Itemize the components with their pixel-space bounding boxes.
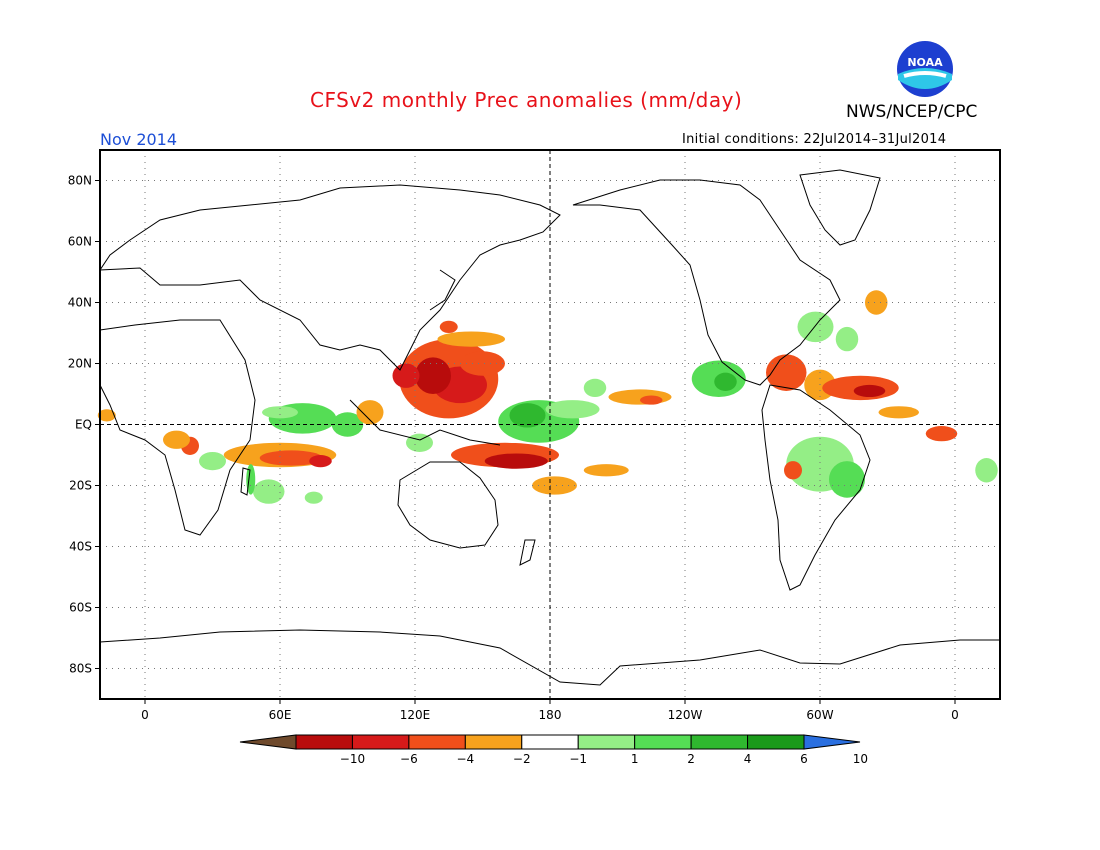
valid-month: Nov 2014	[100, 130, 178, 149]
anomaly-patch-45	[975, 458, 998, 483]
colorbar-swatch	[351, 734, 410, 750]
anomaly-patch-15	[415, 357, 451, 395]
colorbar-label: −1	[569, 752, 587, 766]
lat-tick-label: 60S	[69, 601, 92, 615]
colorbar-label: −4	[456, 752, 474, 766]
colorbar-label: 6	[800, 752, 808, 766]
anomaly-patch-43	[784, 461, 802, 480]
coast-madagascar	[240, 467, 251, 496]
lon-tick-label: 0	[141, 708, 149, 722]
colorbar-swatch	[521, 734, 579, 750]
lat-tick-label: 60N	[68, 235, 92, 249]
lat-tick-label: 80S	[69, 662, 92, 676]
anomaly-patch-37	[878, 406, 919, 419]
anomaly-patch-23	[583, 378, 607, 398]
lat-tick-label: 20N	[68, 357, 92, 371]
colorbar-swatch	[634, 734, 692, 750]
anomaly-patch-19	[460, 351, 505, 376]
colorbar-high-arrow	[803, 734, 861, 750]
anomaly-patch-5	[309, 455, 332, 468]
anomaly-patch-32	[714, 372, 737, 391]
colorbar-label: −10	[340, 752, 365, 766]
lon-tick-label: 60E	[269, 708, 292, 722]
coast-indonesia	[349, 399, 501, 446]
lon-tick-label: 120E	[400, 708, 431, 722]
anomaly-patch-25	[484, 453, 548, 469]
colorbar-label: −2	[513, 752, 531, 766]
lat-tick-label: 20S	[69, 479, 92, 493]
colorbar-swatch	[690, 734, 749, 750]
anomaly-shading	[97, 290, 998, 504]
coast-north-america	[572, 179, 841, 386]
anomaly-patch-40	[865, 290, 888, 315]
anomaly-patch-42	[829, 461, 865, 498]
colorbar-label: 4	[744, 752, 752, 766]
lon-tick-label: 180	[539, 708, 562, 722]
anomaly-patch-30	[640, 395, 663, 405]
lat-tick-label: 40N	[68, 296, 92, 310]
coast-new-zealand	[519, 539, 536, 566]
coast-antarctica	[99, 629, 1000, 686]
anomaly-patch-39	[835, 326, 859, 352]
coast-japan	[429, 269, 456, 311]
logo-text: NOAA	[907, 56, 943, 69]
colorbar-low-arrow	[239, 734, 297, 750]
lat-tick-label: 80N	[68, 174, 92, 188]
colorbar-swatch	[747, 734, 805, 750]
anomaly-patch-46	[406, 433, 433, 452]
coast-eurasia	[99, 184, 561, 371]
map-grid	[100, 150, 1000, 699]
anomaly-patch-27	[583, 464, 629, 477]
coast-australia	[397, 461, 499, 549]
map-title: CFSv2 monthly Prec anomalies (mm/day)	[310, 88, 743, 112]
anomaly-patch-10	[304, 491, 323, 504]
anomaly-patch-7	[262, 406, 298, 419]
axis-ticks: 80N 60N 40N 20N EQ 20S 40S 60S 80S 0 60E 120E 180 120…	[68, 174, 959, 723]
colorbar-swatch	[408, 734, 466, 750]
anomaly-patch-21	[509, 403, 546, 428]
lat-tick-label: EQ	[75, 418, 92, 432]
anomaly-patch-36	[853, 384, 886, 398]
anomaly-patch-17	[437, 331, 505, 347]
lat-tick-label: 40S	[69, 540, 92, 554]
coast-south-america	[761, 384, 871, 591]
anomaly-patch-38	[797, 311, 834, 343]
coast-africa	[99, 319, 256, 536]
colorbar-label: 1	[631, 752, 639, 766]
colorbar-swatch	[577, 734, 636, 750]
anomaly-patch-22	[545, 400, 600, 419]
anomaly-patch-28	[356, 400, 384, 425]
anomaly-patch-1	[163, 430, 190, 449]
lon-tick-label: 120W	[668, 708, 703, 722]
initial-conditions: Initial conditions: 22Jul2014–31Jul2014	[682, 132, 947, 147]
anomaly-patch-12	[246, 464, 256, 495]
anomaly-patch-18	[439, 320, 458, 333]
colorbar-label: 2	[687, 752, 695, 766]
anomaly-patch-4	[259, 450, 323, 466]
anomaly-patch-44	[925, 426, 958, 442]
anomaly-patch-2	[97, 409, 116, 422]
noaa-logo: NOAA	[896, 40, 954, 98]
lon-tick-label: 60W	[806, 708, 833, 722]
agency-label: NWS/NCEP/CPC	[846, 102, 978, 122]
colorbar: −10 −6 −4 −2 −1 1 2 4 6 10	[239, 734, 868, 766]
anomaly-patch-11	[199, 451, 226, 471]
anomaly-patch-9	[253, 479, 285, 504]
colorbar-label: −6	[400, 752, 418, 766]
anomaly-patch-26	[532, 476, 577, 495]
colorbar-label: 10	[853, 752, 868, 766]
colorbar-swatch	[464, 734, 523, 750]
lon-tick-label: 0	[951, 708, 959, 722]
anomaly-patch-29	[608, 389, 672, 405]
colorbar-swatch	[295, 734, 353, 750]
coast-greenland	[799, 169, 881, 246]
coastlines	[99, 169, 1000, 686]
